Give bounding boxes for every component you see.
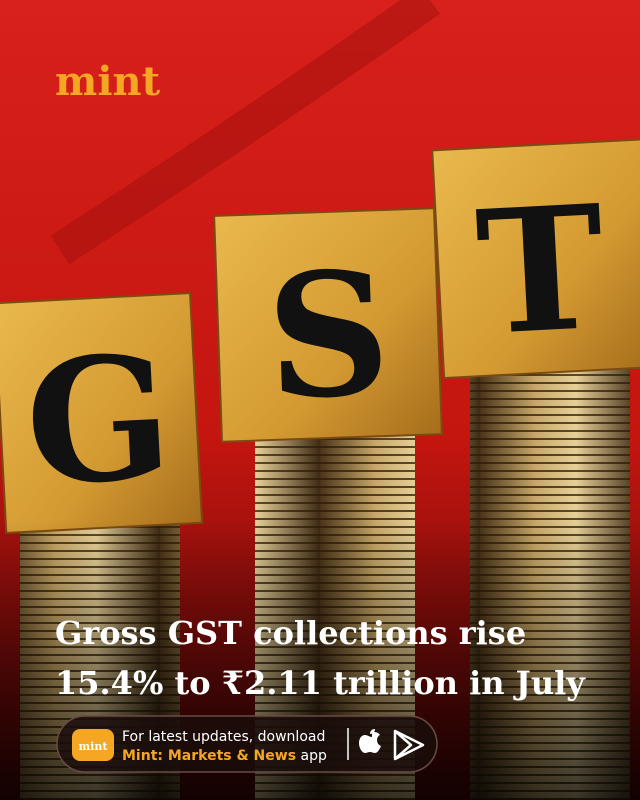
promo-text: For latest updates, download: [122, 729, 325, 745]
promo-text: Mint: Markets & News app: [122, 748, 327, 764]
app-badge: [72, 729, 114, 761]
brand-logo: mint: [55, 58, 161, 105]
block-letter: T: [472, 168, 609, 374]
letter-block: S: [213, 207, 443, 443]
letter-block: T: [431, 138, 640, 380]
headline-line: 15.4% to ₹2.11 trillion in July: [55, 664, 586, 702]
letter-block: G: [0, 291, 204, 535]
play-store-icon[interactable]: [393, 729, 425, 761]
headline-line: Gross GST collections rise: [55, 614, 526, 652]
promo-app-name: Mint: Markets & News: [122, 748, 296, 764]
block-letter: S: [264, 234, 394, 438]
block-letter: G: [21, 317, 176, 524]
background-streak: [50, 0, 440, 265]
apple-store-icon[interactable]: [359, 729, 381, 753]
app-badge-text: mint: [79, 740, 109, 753]
promo-banner[interactable]: [56, 715, 438, 773]
promo-text-end: app: [301, 748, 327, 764]
